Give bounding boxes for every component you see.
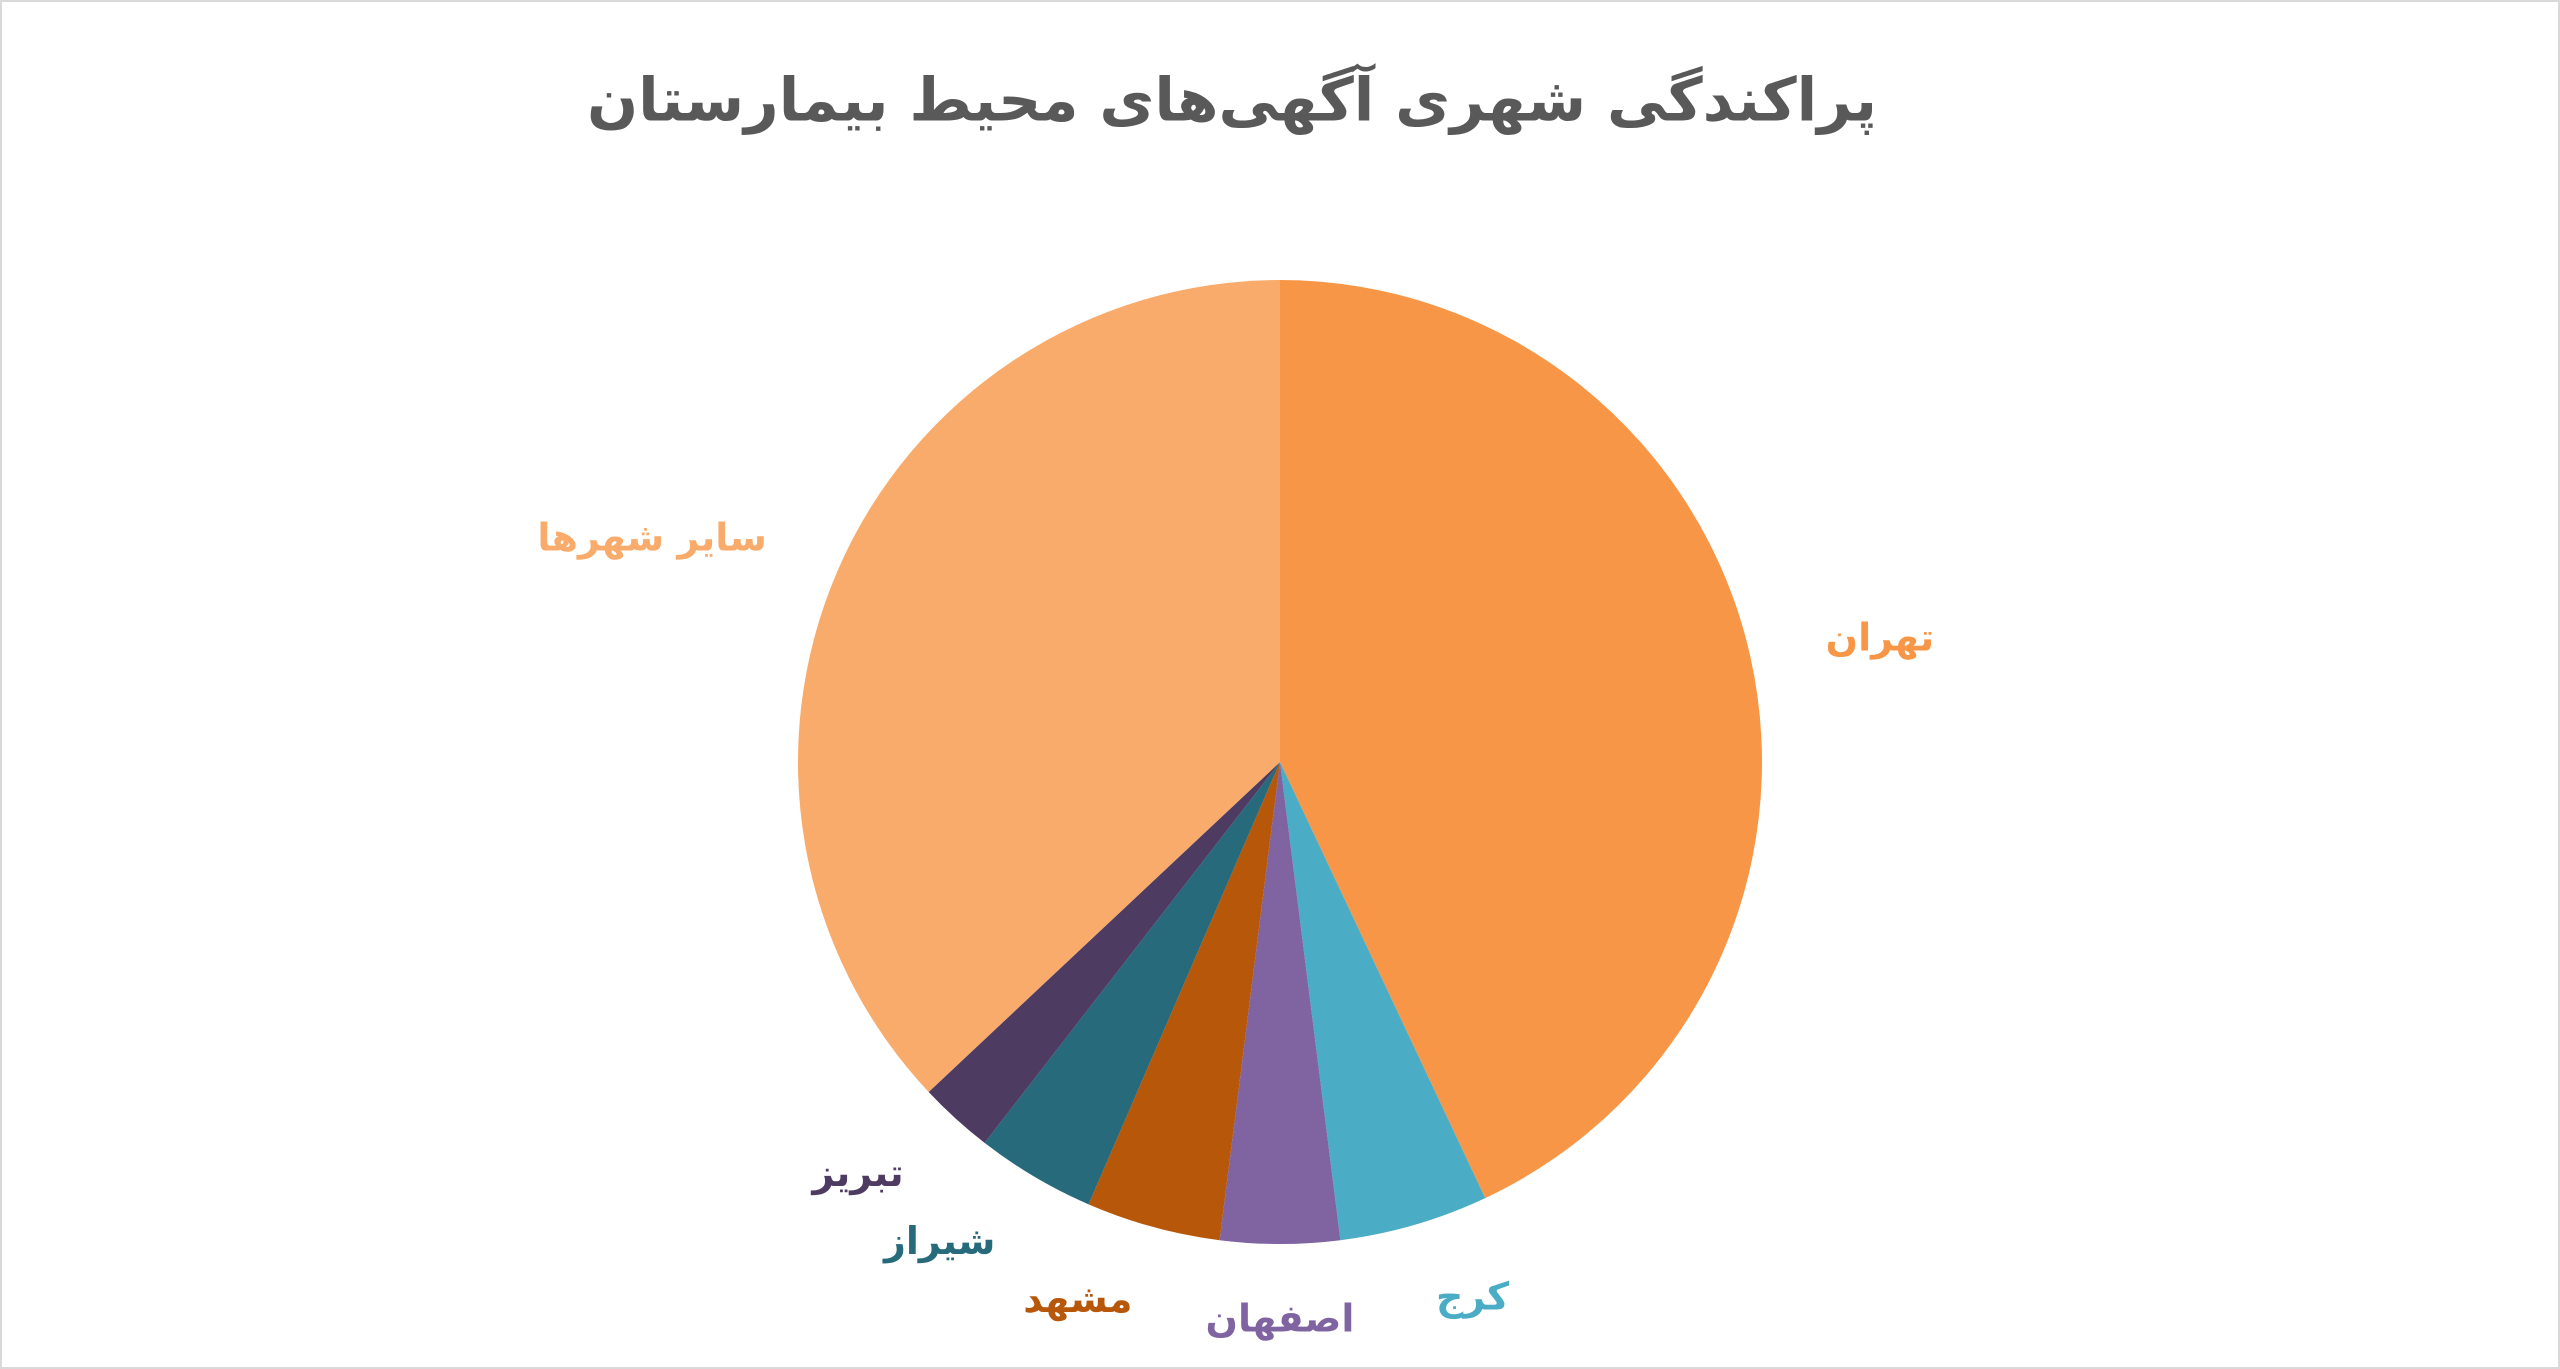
pie-slice xyxy=(1219,762,1341,1245)
chart-title: پراکندگی شهری آگهی‌های محیط بیمارستان xyxy=(587,63,1877,136)
slice-label: کرج xyxy=(1436,1274,1510,1318)
pie-slice xyxy=(1088,762,1280,1241)
slice-label: شیراز xyxy=(882,1219,995,1263)
pie-slice xyxy=(1280,280,1762,1199)
slice-label: سایر شهرها xyxy=(537,515,766,559)
slice-label: مشهد xyxy=(1023,1277,1132,1321)
slice-label: تهران xyxy=(1826,616,1934,660)
pie-slice xyxy=(928,762,1280,1143)
pie-slice xyxy=(984,762,1280,1205)
pie-slice xyxy=(1280,762,1486,1241)
slice-label: تبریز xyxy=(810,1151,903,1195)
slice-label: اصفهان xyxy=(1206,1297,1355,1341)
pie-slice xyxy=(798,280,1280,1092)
